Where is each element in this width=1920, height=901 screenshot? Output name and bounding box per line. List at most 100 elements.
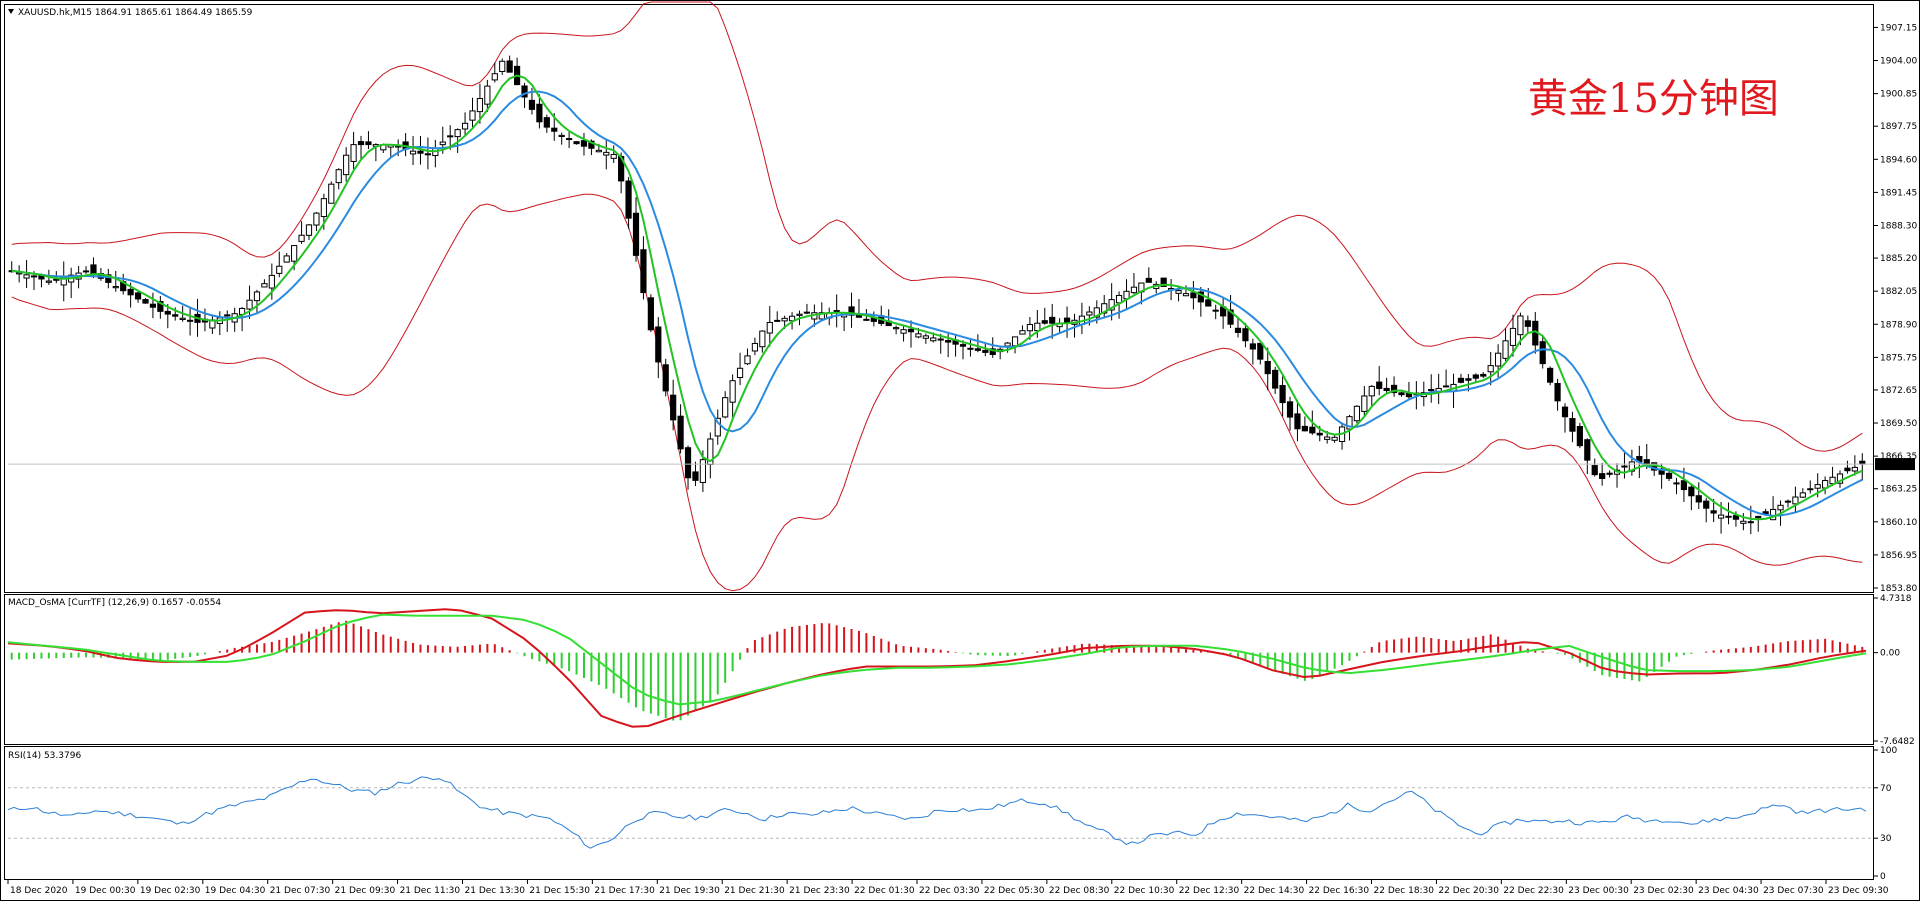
candle-bear <box>157 300 164 312</box>
candle-bear <box>1309 426 1316 434</box>
candle-bull <box>1777 504 1784 511</box>
price-tick-label: 1897.75 <box>1880 122 1917 132</box>
price-tick-label: 1856.95 <box>1880 551 1917 561</box>
time-tick-label: 22 Dec 05:30 <box>984 886 1045 896</box>
candle-bear <box>907 328 915 333</box>
price-axis: 1907.15 1904.00 1900.85 1897.75 1894.60 1891.… <box>1874 23 1917 594</box>
candle-bull <box>1130 286 1138 294</box>
candle-bull <box>1829 476 1836 485</box>
time-tick-label: 22 Dec 10:30 <box>1114 886 1175 896</box>
candle-bull <box>1814 484 1821 489</box>
time-tick-label: 21 Dec 15:30 <box>529 886 590 896</box>
candle-bear <box>1599 473 1606 479</box>
candle-bear <box>1286 401 1294 418</box>
time-tick-label: 22 Dec 08:30 <box>1049 886 1110 896</box>
rsi-tick-label: 0 <box>1880 872 1886 882</box>
candle-bull <box>1799 492 1806 498</box>
candle-bear <box>1710 510 1717 514</box>
candle-bear <box>632 212 640 256</box>
candle-bull <box>313 212 320 226</box>
candle-bear <box>959 344 967 347</box>
current-price-label: 1865.59 <box>1877 460 1914 470</box>
candle-bull <box>1212 309 1219 312</box>
candle-bull <box>499 60 506 72</box>
time-axis: 18 Dec 2020 19 Dec 00:30 19 Dec 02:30 19 De… <box>7 880 1889 896</box>
candle-bull <box>930 337 937 342</box>
candle-bull <box>1175 290 1182 294</box>
candle-bear <box>625 180 632 219</box>
candle-bear <box>677 415 684 450</box>
candle-bear <box>1480 373 1487 377</box>
macd-signal-line <box>7 613 1867 706</box>
candle-bear <box>149 303 157 308</box>
candle-bear <box>1569 418 1576 432</box>
time-tick-label: 21 Dec 07:30 <box>270 886 331 896</box>
candle-bear <box>647 297 654 331</box>
time-tick-label: 22 Dec 03:30 <box>919 886 980 896</box>
candle-bull <box>1011 336 1019 347</box>
price-tick-label: 1869.50 <box>1880 419 1917 429</box>
candle-bear <box>1547 367 1554 383</box>
price-tick-label: 1878.90 <box>1880 320 1917 330</box>
candle-bear <box>937 338 944 341</box>
bollinger-upper-line <box>11 1 1863 452</box>
candle-bear <box>1316 432 1323 436</box>
candle-bear <box>803 311 811 314</box>
candle-bull <box>112 286 119 289</box>
candle-bull <box>766 321 773 334</box>
candle-bull <box>1361 395 1368 412</box>
candle-bear <box>1272 369 1279 389</box>
candle-bear <box>1383 387 1390 392</box>
candle-bull <box>45 280 52 283</box>
dropdown-triangle-icon[interactable] <box>8 9 14 14</box>
price-tick-label: 1904.00 <box>1880 57 1917 67</box>
candle-bull <box>261 283 268 288</box>
price-tick-label: 1866.35 <box>1880 452 1917 462</box>
candle-bear <box>506 60 513 73</box>
time-tick-label: 21 Dec 23:30 <box>789 886 850 896</box>
price-panel-header: XAUUSD.hk,M15 1864.91 1865.61 1864.49 18… <box>18 8 253 18</box>
rsi-panel-border <box>4 746 1874 880</box>
candle-bull <box>320 198 327 218</box>
candle-bear <box>1428 388 1435 392</box>
candle-bull <box>1086 311 1093 316</box>
ma-slow-line <box>11 90 1863 517</box>
candle-bear <box>1472 374 1479 379</box>
chart-annotation: 黄金15分钟图 <box>1528 76 1779 122</box>
time-tick-label: 18 Dec 2020 <box>10 886 68 896</box>
candle-bull <box>447 135 454 138</box>
candle-bull <box>343 154 350 176</box>
candle-bear <box>684 447 692 479</box>
price-tick-label: 1888.30 <box>1880 222 1917 232</box>
time-tick-label: 21 Dec 13:30 <box>465 886 526 896</box>
candle-bull <box>253 291 261 302</box>
current-price-badge <box>1875 458 1915 471</box>
candle-bear <box>848 306 855 316</box>
candle-bull <box>469 110 476 121</box>
candle-bear <box>1576 425 1583 447</box>
candle-bear <box>1197 291 1204 303</box>
candle-bull <box>1740 520 1747 524</box>
candle-bull <box>1495 352 1502 367</box>
candle-bull <box>744 355 751 365</box>
candle-bull <box>1034 322 1041 332</box>
price-tick-label: 1885.20 <box>1880 254 1917 264</box>
candle-bear <box>424 153 432 156</box>
candle-bear <box>989 348 996 355</box>
candle-bear <box>1755 515 1762 519</box>
candle-bull <box>714 417 721 437</box>
candle-bear <box>1205 299 1212 307</box>
time-tick-label: 19 Dec 04:30 <box>205 886 266 896</box>
candle-bull <box>350 144 357 162</box>
candle-bull <box>796 313 803 316</box>
candle-bull <box>1621 465 1628 468</box>
macd-axis: 4.7318 0.00 -7.6482 <box>1874 594 1915 747</box>
candle-bear <box>1524 320 1531 327</box>
rsi-line <box>7 776 1867 849</box>
candle-bear <box>1041 320 1048 324</box>
candle-bull <box>1368 385 1375 397</box>
candle-bull <box>491 73 498 81</box>
candle-bull <box>759 330 766 348</box>
candle-bear <box>1695 495 1702 503</box>
